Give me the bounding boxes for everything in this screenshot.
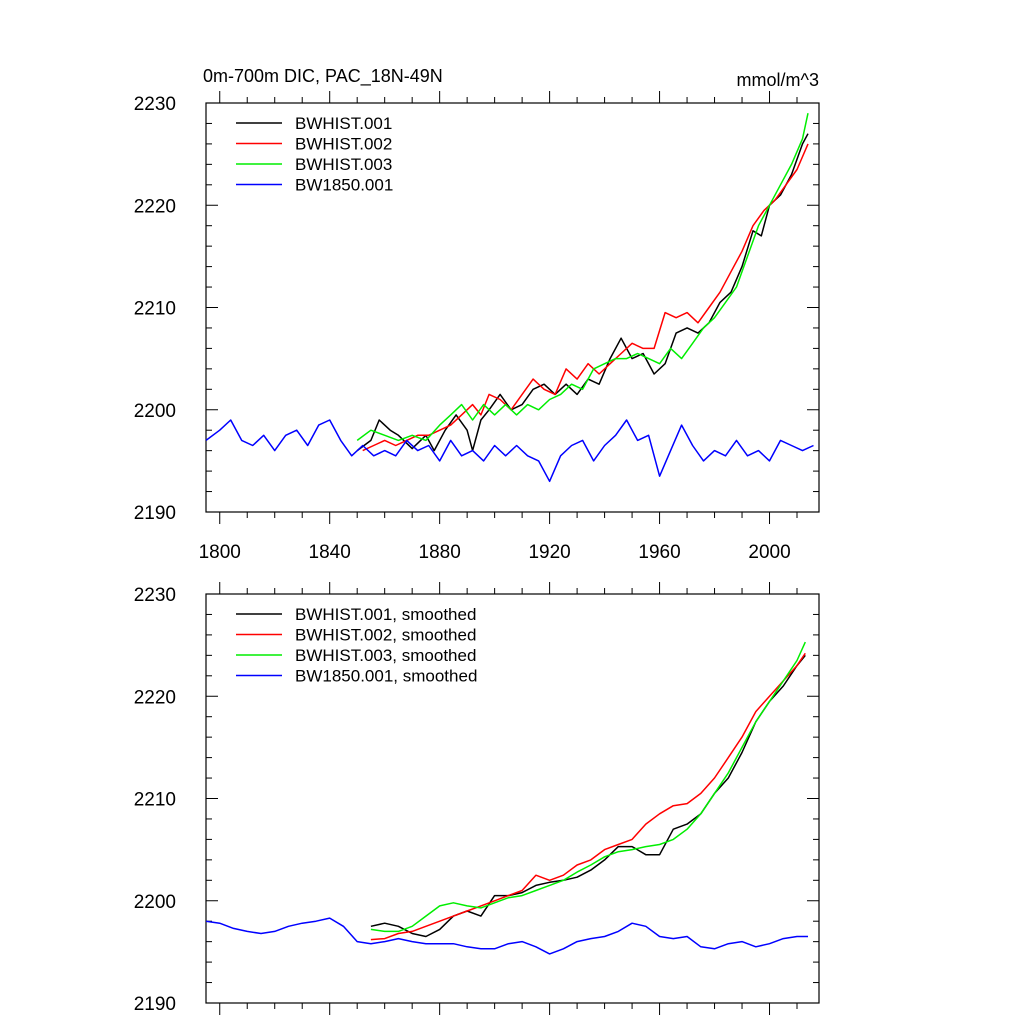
y-tick-label: 2210	[134, 299, 176, 320]
series-line	[370, 652, 806, 941]
y-tick-label: 2190	[134, 503, 176, 524]
top-panel: 0m-700m DIC, PAC_18N-49N mmol/m^3 2190 22…	[134, 66, 820, 563]
x-tick-label: 1880	[419, 542, 461, 563]
y-tick-label: 2190	[134, 994, 176, 1015]
legend: BWHIST.001, smoothed BWHIST.002, smoothed…	[236, 605, 477, 686]
legend-label: BWHIST.003, smoothed	[295, 646, 476, 665]
series-line	[205, 917, 808, 955]
legend-label: BWHIST.003	[295, 155, 392, 174]
series-lines	[205, 113, 814, 483]
series-lines	[205, 641, 808, 955]
x-tick-label: 1960	[638, 542, 680, 563]
legend-label: BWHIST.001	[295, 114, 392, 133]
legend-label: BWHIST.002, smoothed	[295, 626, 476, 645]
series-line	[356, 113, 809, 442]
axes: 2190 2200 2210 2220 2230 1800 1840 1880 1920 1960…	[134, 91, 819, 563]
x-tick-label: 1920	[528, 542, 570, 563]
x-tick-label: 2000	[748, 542, 790, 563]
x-tick-label: 1840	[309, 542, 351, 563]
y-tick-label: 2220	[134, 687, 176, 708]
chart-title: 0m-700m DIC, PAC_18N-49N	[203, 66, 443, 87]
legend-label: BW1850.001, smoothed	[295, 667, 477, 686]
y-tick-label: 2220	[134, 196, 176, 217]
y-tick-label: 2200	[134, 892, 176, 913]
bottom-panel: 2190 2200 2210 2220 2230 BWHIST.001, smoothe…	[134, 582, 820, 1015]
y-tick-label: 2210	[134, 790, 176, 811]
axes: 2190 2200 2210 2220 2230	[134, 582, 819, 1015]
y-tick-label: 2200	[134, 401, 176, 422]
series-line	[370, 641, 806, 933]
legend-label: BW1850.001	[295, 176, 393, 195]
series-line	[356, 133, 809, 452]
series-line	[370, 654, 806, 938]
legend-label: BWHIST.001, smoothed	[295, 605, 476, 624]
legend-label: BWHIST.002	[295, 135, 392, 154]
x-tick-label: 1800	[199, 542, 241, 563]
y-tick-label: 2230	[134, 585, 176, 606]
series-line	[205, 419, 814, 483]
series-line	[362, 143, 809, 452]
units-label: mmol/m^3	[737, 70, 819, 90]
y-tick-label: 2230	[134, 94, 176, 115]
